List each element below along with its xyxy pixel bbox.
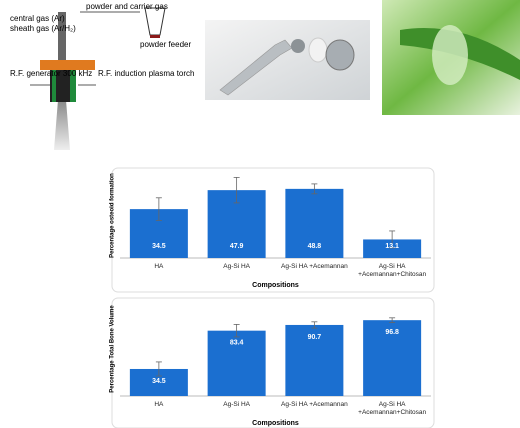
label: R.F. induction plasma torch	[98, 69, 195, 78]
error-bar	[233, 324, 240, 338]
value-label: 90.7	[308, 334, 322, 341]
y-axis-title: Percentage osteoid formation	[110, 173, 116, 258]
bar	[285, 324, 344, 396]
label: powder feeder	[140, 40, 191, 49]
feeder	[144, 7, 166, 36]
aloe-photo	[382, 0, 520, 115]
x-tick-label: Ag-Si HA +Acemannan+Chitosan	[358, 401, 427, 416]
x-axis-title: Compositions	[252, 282, 299, 289]
error-bar	[311, 321, 318, 329]
label: central gas (Ar)	[10, 14, 65, 23]
label: R.F. generator 300 kHz	[10, 69, 92, 78]
x-tick-label: Ag-Si HA +Acemannan	[281, 401, 348, 408]
value-label: 13.1	[385, 243, 399, 250]
error-bar	[155, 197, 162, 221]
bar	[363, 320, 422, 396]
x-tick-label: Ag-Si HA	[223, 263, 250, 270]
coil	[70, 70, 76, 102]
x-tick-label: HA	[154, 401, 164, 408]
bar	[207, 330, 266, 396]
bar	[363, 239, 422, 258]
error-bar	[233, 176, 240, 204]
bar	[285, 188, 344, 258]
plume	[54, 100, 70, 150]
error-bar	[389, 230, 396, 249]
x-tick-label: HA	[154, 263, 164, 270]
torch-schematic	[30, 7, 166, 150]
x-axis-title: Compositions	[252, 420, 299, 427]
value-label: 47.9	[230, 243, 244, 250]
y-axis-title: Percentage Total Bone Volume	[110, 305, 116, 393]
chart-frame	[111, 167, 435, 293]
value-label: 48.8	[308, 243, 322, 250]
implant-photo	[205, 20, 370, 100]
label: powder and carrier gas	[86, 2, 168, 11]
error-bar	[389, 317, 396, 323]
value-label: 96.8	[385, 329, 399, 336]
coil	[52, 70, 56, 102]
chart-frame	[111, 297, 435, 428]
value-label: 83.4	[230, 340, 244, 347]
x-tick-label: Ag-Si HA +Acemannan+Chitosan	[358, 263, 427, 278]
error-bar	[155, 361, 162, 377]
error-bar	[311, 183, 318, 195]
value-label: 34.5	[152, 378, 166, 385]
value-label: 34.5	[152, 243, 166, 250]
gas-tube	[58, 12, 66, 62]
x-tick-label: Ag-Si HA +Acemannan	[281, 263, 348, 270]
label: sheath gas (Ar/H₂)	[10, 24, 76, 33]
torch-head	[40, 60, 95, 70]
x-tick-label: Ag-Si HA	[223, 401, 250, 408]
